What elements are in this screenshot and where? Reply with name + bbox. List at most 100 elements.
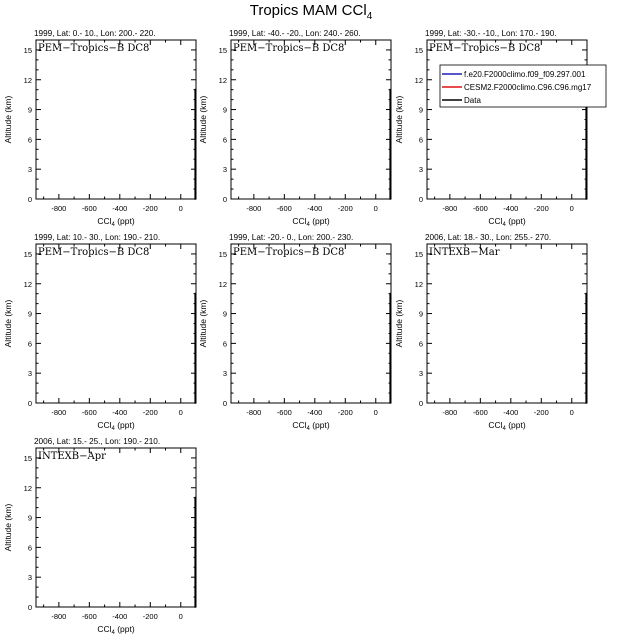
panel-header: 1999, Lat: -40.- -20., Lon: 240.- 260. [229,29,361,38]
x-tick-label: 0 [179,408,183,417]
y-tick-label: 15 [219,46,227,55]
x-axis-title: CCl4 (ppt) [97,216,135,228]
legend-label: f.e20.F2000climo.f09_f09.297.001 [464,70,586,79]
y-tick-label: 9 [419,310,423,319]
x-tick-label: -800 [246,204,261,213]
y-axis-title: Altitude (km) [3,95,13,143]
panel-frame [230,39,392,200]
x-tick-label: -400 [112,204,127,213]
x-axis-title-subscript: 4 [306,222,310,228]
campaign-label: PEM−Tropics−B DC8 [38,43,149,54]
x-tick-label: -200 [143,408,158,417]
x-tick-label: 0 [570,204,574,213]
y-axis-title: Altitude (km) [394,299,404,347]
x-axis-title: CCl4 (ppt) [488,420,526,432]
campaign-label: PEM−Tropics−B DC8 [38,247,149,258]
y-tick-label: 9 [28,106,32,115]
panel-frame [230,243,392,404]
data-point [194,292,197,295]
y-tick-label: 15 [24,454,32,463]
data-point [194,536,197,539]
x-axis-title: CCl4 (ppt) [97,624,135,636]
y-tick-label: 0 [28,195,32,204]
x-tick-label: 0 [374,204,378,213]
x-axis-title-unit: (ppt) [115,216,135,226]
x-tick-label: -400 [112,408,127,417]
x-tick-label: 0 [374,408,378,417]
x-tick-label: -200 [143,204,158,213]
y-tick-label: 12 [415,76,423,85]
x-axis-title-subscript: 4 [111,630,115,636]
y-tick-label: 0 [28,603,32,612]
panel-frame [35,39,197,200]
y-tick-label: 0 [223,195,227,204]
x-tick-label: -800 [51,612,66,621]
y-tick-label: 9 [28,310,32,319]
panel-header: 1999, Lat: -30.- -10., Lon: 170.- 190. [425,29,557,38]
x-axis-title: CCl4 (ppt) [97,420,135,432]
legend: f.e20.F2000climo.f09_f09.297.001 CESM2.F2… [439,64,607,108]
x-tick-label: -400 [112,612,127,621]
y-tick-label: 12 [415,280,423,289]
panel-header: 1999, Lat: 0.- 10., Lon: 200.- 220. [34,29,156,38]
legend-label: Data [464,96,481,105]
campaign-label: PEM−Tropics−B DC8 [429,43,540,54]
data-point [389,292,392,295]
panel-frame [426,243,588,404]
x-axis-title-unit: (ppt) [506,420,526,430]
y-tick-label: 3 [223,165,227,174]
campaign-label: PEM−Tropics−B DC8 [233,247,344,258]
x-tick-label: -400 [503,204,518,213]
y-tick-label: 3 [28,165,32,174]
y-tick-label: 12 [219,280,227,289]
y-tick-label: 0 [419,399,423,408]
panel-frame [35,447,197,608]
campaign-label: INTEXB−Apr [38,451,106,462]
y-tick-label: 12 [219,76,227,85]
data-point [389,88,392,91]
y-tick-label: 12 [24,484,32,493]
x-tick-label: 0 [179,612,183,621]
y-tick-label: 3 [28,369,32,378]
panel-header: 1999, Lat: -20.- 0., Lon: 200.- 230. [229,233,353,242]
data-point [389,198,392,200]
y-tick-label: 3 [419,165,423,174]
x-axis-title-subscript: 4 [306,426,310,432]
data-point [194,198,197,200]
y-tick-label: 15 [24,46,32,55]
panel-header: 1999, Lat: 10.- 30., Lon: 190.- 210. [34,233,160,242]
x-axis-title-main: CCl [97,420,111,430]
y-tick-label: 0 [28,399,32,408]
y-tick-label: 6 [28,543,32,552]
y-tick-label: 9 [419,106,423,115]
data-point [194,88,197,91]
data-point [585,198,588,200]
x-axis-title: CCl4 (ppt) [292,420,330,432]
legend-box [439,64,607,108]
y-tick-label: 6 [223,135,227,144]
x-axis-title-main: CCl [488,420,502,430]
x-tick-label: -200 [534,204,549,213]
y-tick-label: 9 [28,514,32,523]
x-axis-title-main: CCl [97,624,111,634]
x-tick-label: -400 [307,408,322,417]
y-tick-label: 12 [24,280,32,289]
x-tick-label: -800 [442,408,457,417]
x-tick-label: -800 [51,408,66,417]
data-point [194,402,197,404]
x-tick-label: -200 [338,408,353,417]
x-tick-label: -600 [277,408,292,417]
y-tick-label: 3 [223,369,227,378]
x-axis-title-unit: (ppt) [115,624,135,634]
y-tick-label: 6 [419,339,423,348]
data-point [585,372,588,375]
y-axis-title: Altitude (km) [3,299,13,347]
chart-panel: 1999, Lat: 0.- 10., Lon: 200.- 220. PEM−T… [3,29,197,228]
x-axis-title-subscript: 4 [502,222,506,228]
data-point [585,292,588,295]
y-tick-label: 15 [219,250,227,259]
x-axis-title-main: CCl [488,216,502,226]
data-point [194,118,197,121]
x-axis-title-unit: (ppt) [310,216,330,226]
